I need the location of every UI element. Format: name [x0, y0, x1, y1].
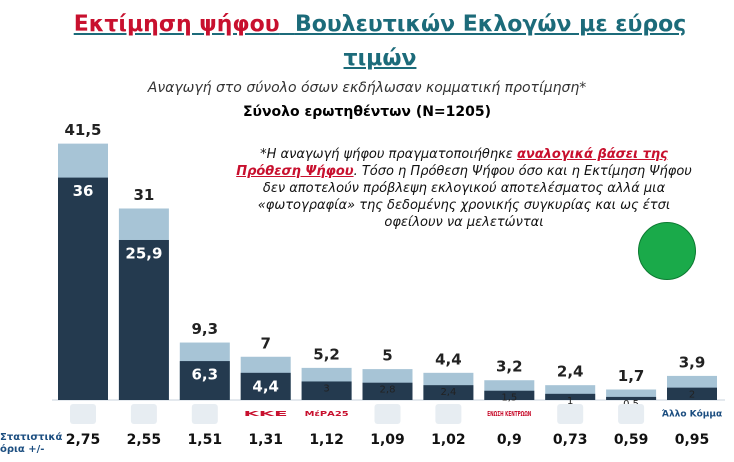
title-part: Εκτίμηση ψήφου — [73, 12, 280, 37]
note-part: . Τόσο η Πρόθεση Ψήφου όσο και η Εκτίμησ… — [257, 164, 692, 230]
logo — [374, 404, 401, 424]
stat-limit: 0,95 — [675, 432, 710, 448]
value-label: 4,4 — [252, 377, 279, 395]
value-label: 2 — [689, 390, 695, 401]
value-label: 7 — [260, 334, 270, 352]
value-label: 1 — [567, 396, 573, 407]
stat-limit: 0,9 — [497, 432, 522, 448]
bar — [484, 390, 535, 400]
value-label: 6,3 — [192, 366, 219, 384]
bar — [545, 393, 596, 400]
title: Εκτίμηση ψήφου Βουλευτικών Εκλογών με εύ… — [60, 8, 700, 76]
stat-limit: 1,02 — [431, 432, 466, 448]
note-part: *Η αναγωγή ψήφου πραγματοποιήθηκε — [260, 147, 517, 162]
sample: Σύνολο ερωτηθέντων (N=1205) — [242, 104, 492, 120]
category-label: ΜέΡΑ25 — [305, 410, 349, 418]
stat-limit: 0,73 — [553, 432, 588, 448]
bar — [606, 396, 657, 400]
stat-limit: 1,51 — [188, 432, 223, 448]
category-label: Άλλο Κόμμα — [662, 409, 722, 420]
category-label: ΕΝΩΣΗ ΚΕΝΤΡΩΩΝ — [487, 410, 531, 418]
stat-limit: 2,55 — [127, 432, 162, 448]
bar — [423, 385, 474, 400]
value-label: 3,2 — [496, 358, 523, 376]
bar — [301, 381, 352, 400]
stat-limit: 0,59 — [614, 432, 649, 448]
subtitle: Αναγωγή στο σύνολο όσων εκδήλωσαν κομματ… — [147, 80, 587, 96]
value-label: 36 — [73, 182, 94, 200]
bar — [606, 389, 657, 400]
value-label: 2,4 — [557, 363, 584, 381]
value-label: 1,7 — [618, 367, 645, 385]
value-label: 3 — [323, 383, 329, 394]
note: *Η αναγωγή ψήφου πραγματοποιήθηκε αναλογ… — [228, 146, 700, 231]
bar — [179, 361, 230, 400]
stat-limit: 1,31 — [248, 432, 283, 448]
bar — [667, 387, 717, 400]
value-label: 5 — [382, 347, 392, 365]
value-label: 3,9 — [679, 353, 706, 371]
logo — [435, 404, 462, 424]
value-label: 4,4 — [435, 350, 462, 368]
value-label: 31 — [133, 186, 154, 204]
value-label: 25,9 — [125, 244, 162, 262]
bar — [118, 239, 169, 400]
value-label: 1,5 — [501, 393, 517, 404]
logo — [191, 404, 218, 424]
value-label: 41,5 — [64, 121, 101, 139]
value-label: 9,3 — [192, 320, 219, 338]
stat-limit-label: Στατιστικά όρια +/- — [0, 432, 63, 455]
title-part: Βουλευτικών Εκλογών με εύρος τιμών — [294, 12, 687, 71]
category-label: ΚΚΕ — [244, 410, 289, 418]
bar — [240, 372, 291, 400]
value-label: 2,4 — [440, 387, 456, 398]
logo — [70, 404, 96, 424]
stat-limit: 1,12 — [309, 432, 344, 448]
value-label: 2,8 — [380, 385, 396, 396]
status-dot — [638, 222, 696, 280]
logo — [618, 404, 645, 424]
logo — [130, 404, 157, 424]
bar — [362, 382, 413, 400]
stat-limit: 1,09 — [370, 432, 405, 448]
note-part: αναλογικά βάσει της Πρόθεση Ψήφου — [236, 147, 668, 179]
stat-limit: 2,75 — [66, 432, 101, 448]
bar — [58, 177, 108, 400]
logo — [557, 404, 584, 424]
value-label: 5,2 — [313, 345, 340, 363]
